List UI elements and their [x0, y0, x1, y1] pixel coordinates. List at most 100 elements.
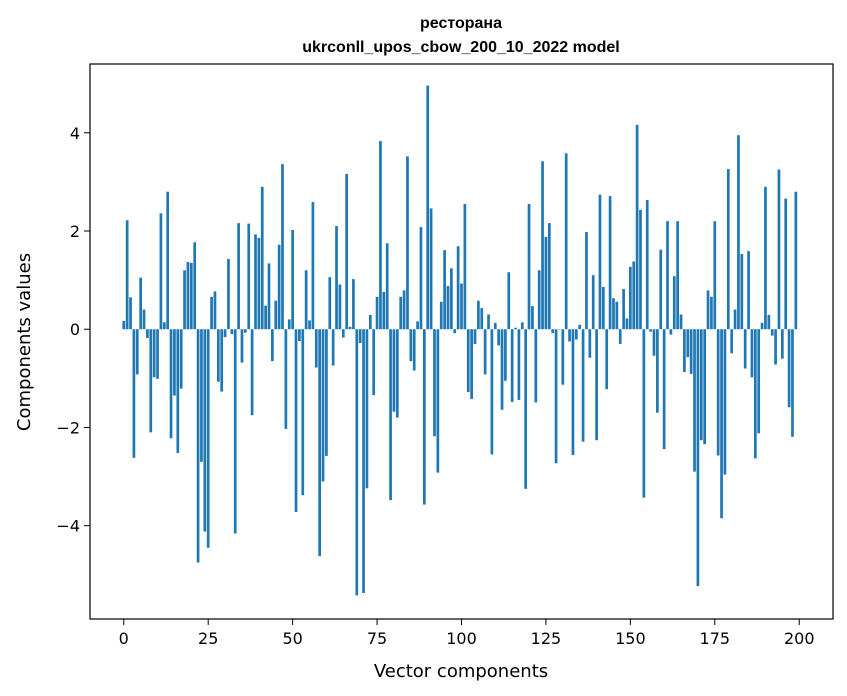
bar-14: [169, 329, 173, 439]
bar-15: [173, 329, 176, 396]
bar-190: [764, 186, 767, 330]
bar-166: [683, 329, 686, 372]
bar-148: [622, 288, 625, 330]
bar-80: [392, 329, 396, 412]
bar-41: [260, 186, 264, 330]
y-tick-label: 4: [70, 124, 80, 143]
bar-25: [206, 329, 210, 548]
bar-108: [487, 314, 490, 330]
bar-162: [669, 329, 673, 335]
bar-171: [699, 329, 703, 441]
bar-79: [389, 329, 392, 501]
bar-51: [294, 329, 298, 512]
bar-101: [463, 203, 467, 330]
bar-54: [304, 270, 308, 330]
bar-93: [436, 329, 440, 473]
bar-192: [770, 329, 774, 336]
bar-179: [726, 169, 730, 330]
bar-47: [281, 164, 284, 330]
bar-92: [433, 329, 436, 437]
bar-138: [588, 329, 592, 358]
bar-77: [382, 291, 386, 330]
bar-137: [585, 231, 588, 330]
bar-62: [331, 329, 335, 366]
bar-3: [132, 329, 136, 458]
bar-121: [531, 306, 534, 330]
bar-2: [129, 297, 132, 330]
bar-17: [179, 329, 183, 389]
bar-154: [642, 329, 646, 498]
bar-16: [176, 329, 180, 453]
bar-172: [703, 329, 707, 445]
bar-114: [507, 272, 511, 330]
bar-199: [794, 191, 798, 330]
x-tick-label: 75: [367, 629, 387, 648]
bar-89: [423, 329, 426, 505]
bar-125: [544, 236, 548, 330]
bar-156: [649, 329, 652, 332]
bar-107: [483, 329, 487, 375]
bar-22: [196, 329, 200, 563]
x-tick-label: 25: [198, 629, 218, 648]
bar-106: [480, 308, 484, 330]
bar-157: [652, 329, 656, 356]
bar-191: [767, 314, 771, 330]
y-axis-ticks: −4 −2 0 2 4: [56, 124, 90, 536]
bar-130: [561, 329, 565, 385]
bar-85: [409, 329, 413, 362]
bar-35: [240, 329, 244, 363]
bar-68: [352, 279, 355, 330]
bar-60: [325, 329, 328, 456]
bar-57: [314, 329, 318, 368]
bar-45: [274, 300, 278, 330]
bar-170: [696, 329, 700, 587]
bar-56: [311, 202, 315, 330]
bar-5: [139, 277, 143, 330]
bar-46: [277, 244, 281, 330]
bar-185: [747, 251, 750, 330]
bar-152: [635, 124, 639, 330]
bar-70: [358, 329, 362, 343]
x-tick-label: 50: [282, 629, 302, 648]
x-tick-label: 175: [700, 629, 731, 648]
bar-73: [368, 314, 372, 330]
bar-111: [497, 329, 500, 346]
bar-168: [689, 329, 693, 374]
bar-30: [223, 329, 227, 338]
bar-32: [230, 329, 234, 335]
bar-4: [135, 329, 139, 375]
bar-6: [142, 309, 146, 330]
bar-177: [720, 329, 723, 519]
bar-103: [470, 329, 473, 399]
bar-118: [520, 322, 524, 330]
bar-198: [791, 329, 794, 437]
bar-28: [216, 329, 220, 382]
bar-133: [571, 329, 575, 455]
bar-109: [490, 329, 494, 455]
bar-165: [679, 314, 683, 330]
bar-105: [477, 300, 480, 330]
bar-8: [149, 329, 153, 433]
bar-11: [159, 213, 163, 330]
x-tick-label: 0: [119, 629, 129, 648]
bar-43: [267, 263, 271, 330]
bar-173: [706, 290, 710, 330]
bar-167: [686, 329, 690, 358]
x-axis-label: Vector components: [374, 661, 548, 682]
bar-135: [578, 324, 582, 330]
bar-163: [672, 276, 676, 330]
bar-197: [787, 329, 791, 408]
bar-37: [247, 223, 251, 330]
bar-176: [716, 329, 720, 456]
bar-174: [710, 296, 713, 330]
bar-74: [372, 329, 376, 396]
bar-29: [220, 329, 224, 392]
bar-161: [666, 221, 669, 330]
bar-71: [362, 329, 365, 593]
bar-196: [784, 198, 788, 330]
bar-181: [733, 309, 737, 330]
bar-21: [193, 242, 197, 330]
bar-158: [656, 329, 659, 413]
bar-142: [601, 286, 605, 330]
bar-141: [598, 194, 602, 330]
